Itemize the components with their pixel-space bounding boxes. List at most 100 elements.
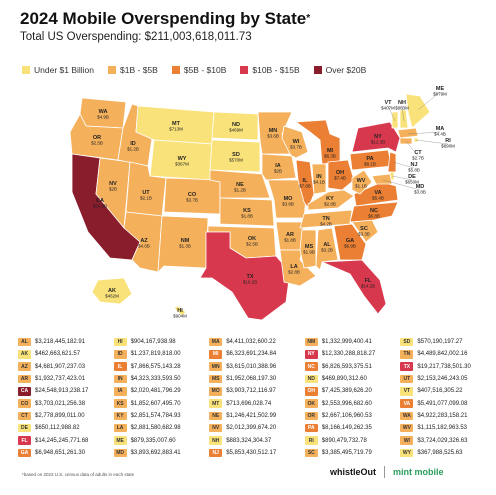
table-row-wy: WY $367,988,525.63 xyxy=(400,447,492,459)
state-abbr-badge: SC xyxy=(304,448,318,458)
state-value: $4,681,907,237.03 xyxy=(35,363,86,370)
state-value-ca: $24.5B xyxy=(93,204,107,209)
state-leader-line xyxy=(382,179,421,191)
state-label-nv: NV xyxy=(109,181,117,187)
state-value-sd: $570M xyxy=(229,158,243,163)
state-shape-md xyxy=(371,173,393,185)
us-map-svg: WA$4.9BOR$2.5BCA$24.5BNV$2BID$1.2BMT$713… xyxy=(69,86,455,321)
state-label-hi: HI xyxy=(177,308,183,314)
state-value: $2,012,399,674.20 xyxy=(226,425,277,432)
table-row-la: LA $2,881,580,682.98 xyxy=(113,422,206,434)
state-value: $1,952,068,197.30 xyxy=(226,376,277,383)
state-abbr-badge: IA xyxy=(113,387,127,396)
state-value-vt: $407M xyxy=(381,106,395,111)
table-row-de: DE $650,112,988.82 xyxy=(18,422,110,434)
mint-mobile-logo: mint mobile xyxy=(393,467,444,477)
footnote: *based on 2023 U.S. census data of adult… xyxy=(22,472,135,477)
state-label-ut: UT xyxy=(142,190,150,196)
table-row-ut: UT $2,153,246,243.05 xyxy=(400,373,492,385)
table-row-sc: SC $3,385,495,719.79 xyxy=(304,447,397,459)
header: 2024 Mobile Overspending by State* Total… xyxy=(20,8,490,45)
state-label-fl: FL xyxy=(365,278,372,284)
table-row-il: IL $7,866,575,143.28 xyxy=(113,361,206,373)
table-row-ia: IA $2,020,481,796.29 xyxy=(113,385,206,397)
state-shape-in xyxy=(311,163,327,195)
state-value-mi: $6.3B xyxy=(324,154,336,159)
state-label-ok: OK xyxy=(248,236,256,242)
table-row-vt: VT $407,516,305.22 xyxy=(400,385,492,397)
state-abbr-badge: KY xyxy=(113,411,127,421)
state-value-tx: $19.2B xyxy=(243,280,257,285)
table-row-ok: OK $2,553,996,682.60 xyxy=(304,397,397,409)
table-row-va: VA $5,491,077,099.08 xyxy=(400,397,492,409)
state-value: $6,948,651,261.30 xyxy=(35,449,86,456)
state-value: $883,324,304.37 xyxy=(226,437,272,444)
table-row-ma: MA $4,411,032,600.22 xyxy=(209,336,301,348)
state-label-tx: TX xyxy=(246,274,253,280)
state-shape-nd xyxy=(211,111,259,141)
state-label-nm: NM xyxy=(181,238,190,244)
state-shape-ms xyxy=(299,229,317,269)
legend-swatch xyxy=(313,66,322,74)
state-abbr-badge: OK xyxy=(304,399,318,408)
legend-swatch xyxy=(171,66,180,74)
table-column: AL $3,218,445,182.91 AK $462,663,621.57 AZ $4… xyxy=(18,336,110,459)
us-map: WA $4.9B OR $2.5B CA $24.5B NV $2B ID $1.2B MT $713… xyxy=(0,82,496,330)
state-value: $4,323,333,593.50 xyxy=(130,376,181,383)
state-value-fl: $14.2B xyxy=(361,284,375,289)
table-row-hi: HI $904,167,938.98 xyxy=(113,336,206,348)
table-column: SD $570,190,197.27 TN $4,489,842,002.16 TX $1… xyxy=(400,336,492,459)
state-label-de: DE xyxy=(408,174,416,180)
state-abbr-badge: ND xyxy=(304,374,318,384)
state-value-nh: $883M xyxy=(395,106,409,111)
state-abbr-badge: AR xyxy=(18,374,31,384)
state-value: $5,853,430,512.17 xyxy=(226,449,277,456)
state-label-oh: OH xyxy=(336,170,344,176)
state-value-nm: $1.3B xyxy=(179,244,191,249)
state-leader-line xyxy=(392,161,415,169)
state-abbr-badge: NY xyxy=(304,350,318,359)
state-value-mt: $713M xyxy=(169,127,183,132)
table-row-ks: KS $1,852,607,495.70 xyxy=(113,397,206,409)
state-value: $1,246,421,502.99 xyxy=(226,412,277,419)
state-shape-ny xyxy=(351,121,401,153)
table-column: MA $4,411,032,600.22 MI $6,323,691,234.84 MN… xyxy=(209,336,301,459)
state-label-nd: ND xyxy=(232,122,240,128)
state-leader-line xyxy=(415,139,449,145)
state-value-ny: $12.3B xyxy=(371,140,385,145)
state-leader-line xyxy=(391,175,413,181)
state-value-co: $3.7B xyxy=(186,198,198,203)
legend-swatch xyxy=(22,66,30,74)
state-value-wi: $3.7B xyxy=(290,145,302,150)
state-value: $469,890,312.60 xyxy=(321,376,367,383)
state-value: $1,237,819,818.00 xyxy=(130,351,181,358)
state-value-de: $650M xyxy=(405,180,419,185)
state-value: $12,330,288,818.27 xyxy=(321,351,376,358)
page-subtitle: Total US Overspending: $211,003,618,011.… xyxy=(20,31,252,43)
table-column: HI $904,167,938.98 ID $1,237,819,818.00 IL $7… xyxy=(113,336,206,459)
state-label-va: VA xyxy=(374,190,381,196)
state-value-ri: $890M xyxy=(441,144,455,149)
table-row-al: AL $3,218,445,182.91 xyxy=(18,336,110,348)
state-value-ct: $2.7B xyxy=(412,156,424,161)
state-value-me: $879M xyxy=(433,92,447,97)
legend-item-5b-10b: $5B - $10B xyxy=(171,65,226,75)
state-value: $19,217,738,501.30 xyxy=(417,363,471,370)
state-abbr-badge: GA xyxy=(18,448,31,458)
state-value: $7,425,389,626.20 xyxy=(321,388,372,395)
state-value-hi: $904M xyxy=(173,314,187,319)
state-label-ct: CT xyxy=(414,150,422,156)
state-abbr-badge: IL xyxy=(113,362,127,371)
state-value-ok: $2.5B xyxy=(246,242,258,247)
state-leader-line xyxy=(405,140,419,157)
state-value: $8,166,149,262.35 xyxy=(321,425,372,432)
table-column: NM $1,332,999,400.41 NY $12,330,288,818.27 N… xyxy=(304,336,397,459)
state-value-ga: $6.9B xyxy=(344,244,356,249)
state-value-nj: $5.8B xyxy=(408,168,420,173)
state-value-mo: $3.8B xyxy=(282,202,294,207)
state-value-table: AL $3,218,445,182.91 AK $462,663,621.57 AZ $4… xyxy=(18,336,492,459)
state-value-il: $7.8B xyxy=(299,184,311,189)
table-row-nj: NJ $5,853,430,512.17 xyxy=(209,447,301,459)
state-value-ia: $2B xyxy=(274,169,282,174)
state-abbr-badge: AL xyxy=(18,337,31,347)
